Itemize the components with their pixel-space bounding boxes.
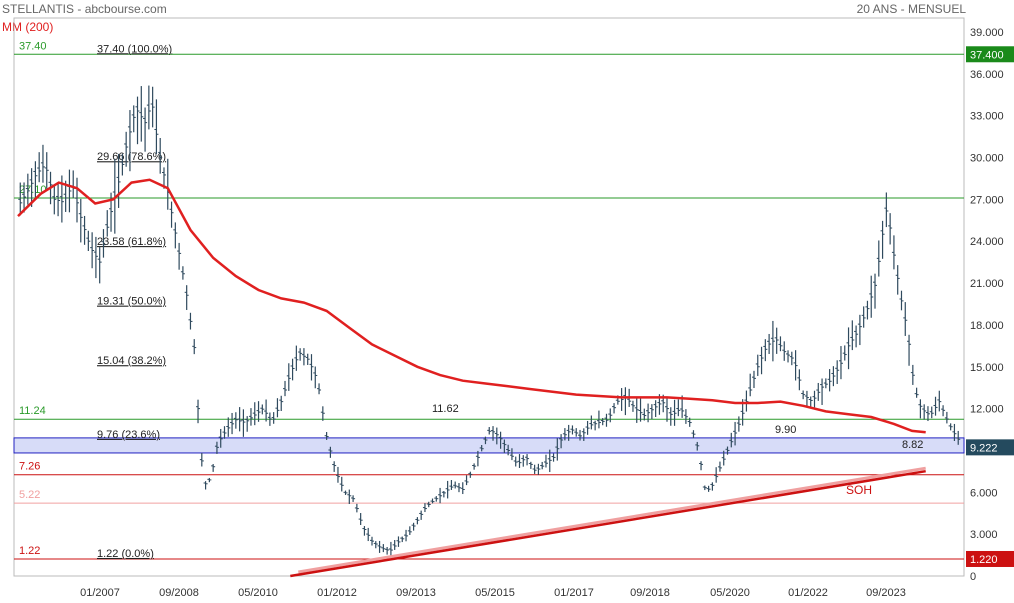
x-tick-label: 01/2007 bbox=[80, 587, 120, 599]
fibonacci-label: 1.22 (0.0%) bbox=[97, 548, 154, 560]
fibonacci-label: 19.31 (50.0%) bbox=[97, 296, 166, 308]
x-tick-label: 01/2017 bbox=[554, 587, 594, 599]
trendline-label: SOH bbox=[846, 483, 872, 497]
y-tick-label: 6.000 bbox=[970, 487, 998, 499]
fibonacci-label: 9.76 (23.6%) bbox=[97, 429, 160, 441]
x-tick-label: 05/2020 bbox=[710, 587, 750, 599]
trendline-shadow bbox=[298, 466, 926, 574]
y-tick-label: 18.000 bbox=[970, 320, 1004, 332]
y-tick-label: 12.000 bbox=[970, 404, 1004, 416]
level-label: 7.26 bbox=[19, 461, 40, 473]
x-tick-label: 09/2008 bbox=[159, 587, 199, 599]
x-tick-label: 09/2013 bbox=[396, 587, 436, 599]
y-tick-label: 21.000 bbox=[970, 278, 1004, 290]
last-price-tag-bg bbox=[966, 439, 1014, 456]
level-tag-bg bbox=[966, 46, 1014, 63]
x-tick-label: 09/2018 bbox=[630, 587, 670, 599]
y-tick-label: 36.000 bbox=[970, 69, 1004, 81]
y-tick-label: 24.000 bbox=[970, 236, 1004, 248]
level-tag: 1.220 bbox=[970, 554, 998, 566]
y-tick-label: 39.000 bbox=[970, 27, 1004, 39]
y-tick-label: 27.000 bbox=[970, 194, 1004, 206]
zone-low-label: 8.82 bbox=[902, 439, 923, 451]
plot-frame bbox=[13, 17, 965, 577]
moving-average-line bbox=[17, 178, 926, 434]
fibonacci-label: 37.40 (100.0%) bbox=[97, 43, 172, 55]
fibonacci-label: 15.04 (38.2%) bbox=[97, 355, 166, 367]
level-label: 27.10 bbox=[19, 184, 47, 196]
level-label: 37.40 bbox=[19, 40, 47, 52]
y-tick-label: 3.000 bbox=[970, 529, 998, 541]
fibonacci-label: 29.66 (78.6%) bbox=[97, 151, 166, 163]
trendline bbox=[290, 469, 926, 578]
zone-high-label: 9.90 bbox=[775, 424, 796, 436]
level-label: 5.22 bbox=[19, 489, 40, 501]
x-tick-label: 05/2015 bbox=[475, 587, 515, 599]
level-label: 11.24 bbox=[19, 405, 46, 417]
level-label: 1.22 bbox=[19, 545, 40, 557]
x-tick-label: 05/2010 bbox=[238, 587, 278, 599]
x-tick-label: 01/2012 bbox=[317, 587, 357, 599]
x-tick-label: 01/2022 bbox=[788, 587, 828, 599]
last-price-tag: 9.222 bbox=[970, 442, 998, 454]
chart-title: STELLANTIS - abcbourse.com bbox=[2, 2, 167, 16]
x-tick-label: 09/2023 bbox=[866, 587, 906, 599]
level-tag-bg bbox=[966, 550, 1014, 567]
y-tick-label: 0 bbox=[970, 571, 976, 583]
annotation-label: 11.62 bbox=[432, 403, 459, 415]
fibonacci-label: 23.58 (61.8%) bbox=[97, 236, 166, 248]
y-tick-label: 30.000 bbox=[970, 153, 1004, 165]
period-label: 20 ANS - MENSUEL bbox=[856, 2, 966, 16]
y-tick-label: 33.000 bbox=[970, 111, 1004, 123]
y-tick-label: 15.000 bbox=[970, 362, 1004, 374]
level-tag: 37.400 bbox=[970, 49, 1004, 61]
moving-average-label: MM (200) bbox=[2, 20, 54, 34]
